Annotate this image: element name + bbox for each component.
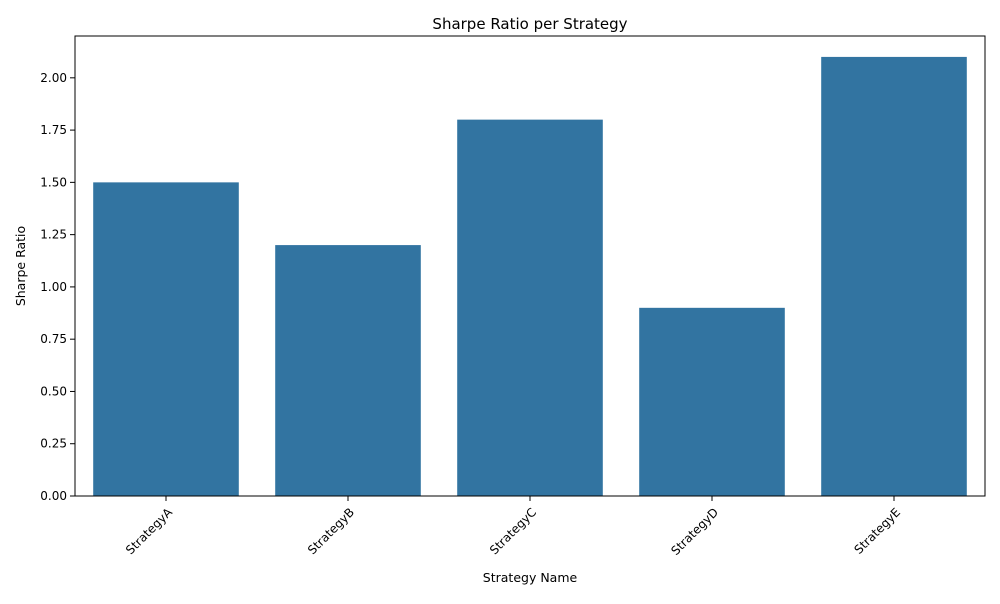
chart-title: Sharpe Ratio per Strategy xyxy=(432,15,627,33)
x-tick-label: StrategyC xyxy=(487,505,539,557)
x-tick-label: StrategyD xyxy=(668,505,721,558)
y-tick-label: 1.00 xyxy=(40,280,67,294)
y-tick-label: 0.50 xyxy=(40,384,67,398)
y-tick-label: 0.25 xyxy=(40,437,67,451)
y-tick-label: 2.00 xyxy=(40,71,67,85)
y-tick-label: 1.50 xyxy=(40,175,67,189)
y-axis-label: Sharpe Ratio xyxy=(13,226,28,306)
x-tick-label: StrategyE xyxy=(851,505,903,557)
y-tick-label: 1.25 xyxy=(40,228,67,242)
x-tick-label: StrategyB xyxy=(305,505,357,557)
bar-strategyd xyxy=(639,307,785,496)
y-tick-label: 1.75 xyxy=(40,123,67,137)
bar-strategye xyxy=(821,56,967,497)
y-axis: 0.00 0.25 0.50 0.75 1.00 1.25 1.50 1.75 2.00 xyxy=(40,71,75,503)
y-tick-label: 0.75 xyxy=(40,332,67,346)
plot-frame xyxy=(74,35,986,497)
x-tick-label: StrategyA xyxy=(123,505,176,558)
y-tick-label: 0.00 xyxy=(40,489,67,503)
x-axis: StrategyA StrategyB StrategyC StrategyD Stra… xyxy=(123,496,903,558)
x-axis-label: Strategy Name xyxy=(483,570,578,585)
bar-strategyc xyxy=(457,119,603,497)
bars-group xyxy=(93,56,967,497)
bar-strategya xyxy=(93,182,239,496)
bar-strategyb xyxy=(275,245,421,496)
